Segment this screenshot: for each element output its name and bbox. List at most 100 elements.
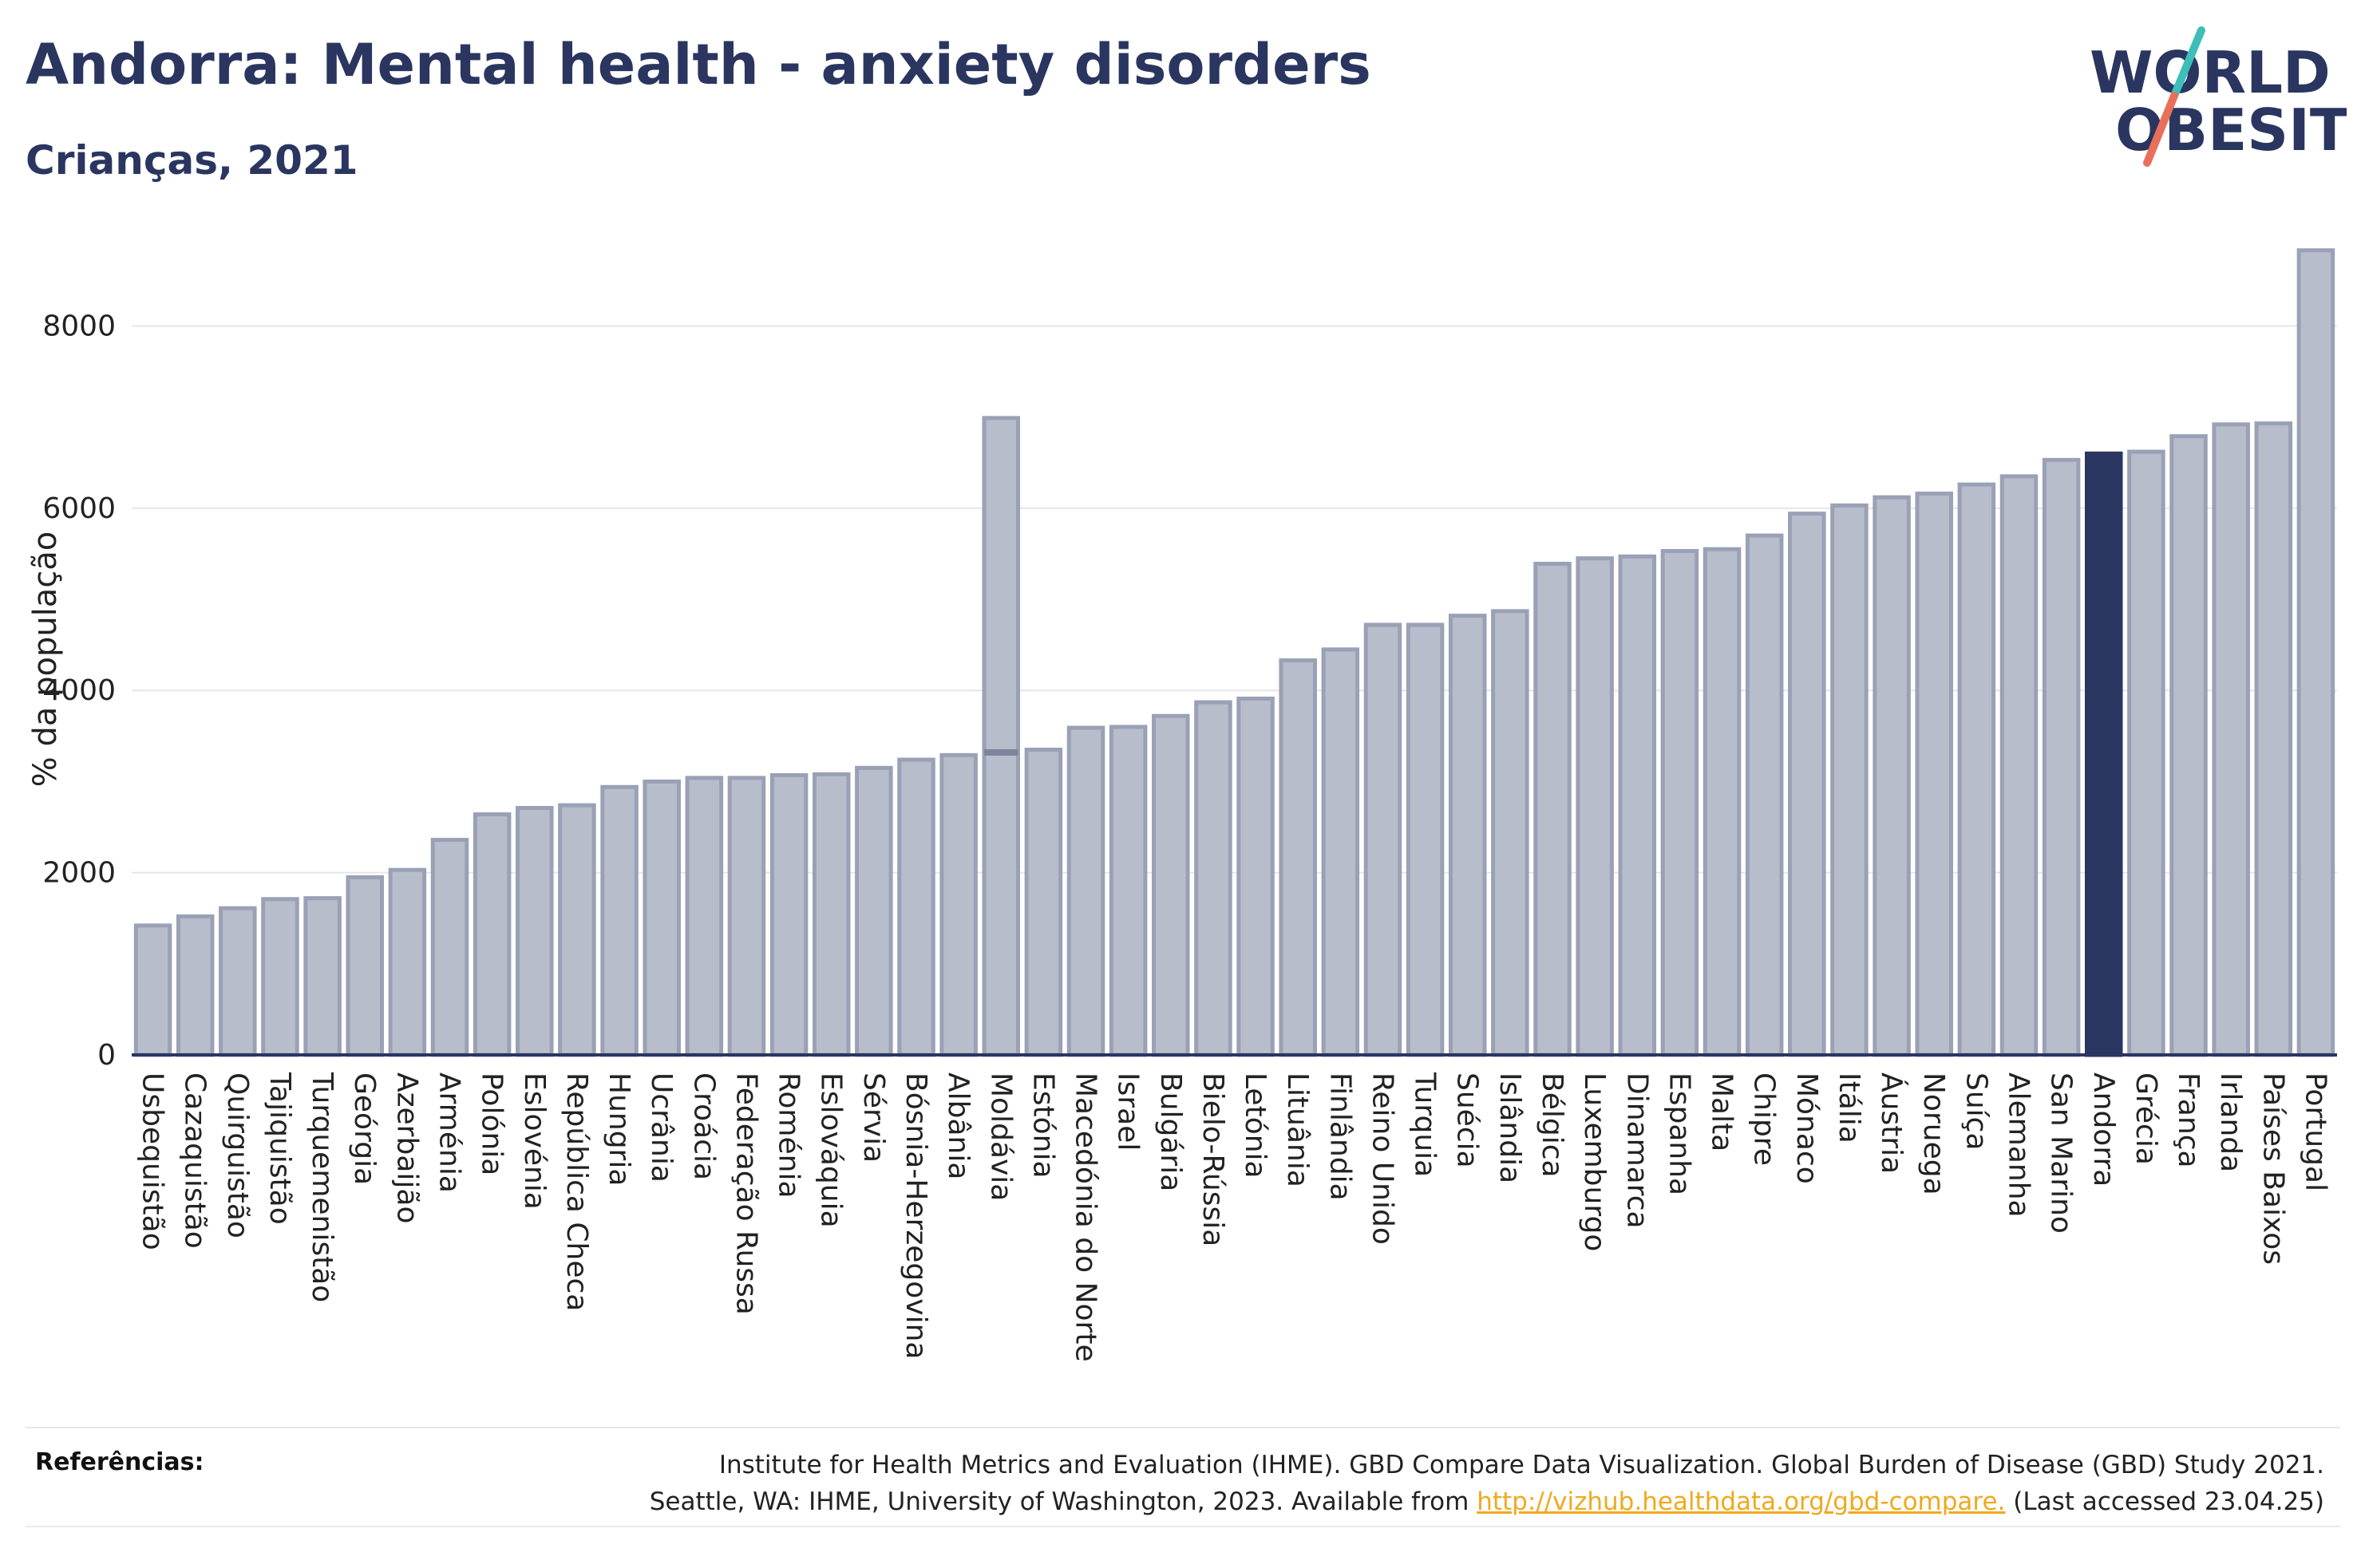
x-tick-label: Lituânia	[1281, 1072, 1314, 1187]
references-line1: Institute for Health Metrics and Evaluat…	[718, 1451, 2324, 1479]
x-tick-label: Luxemburgo	[1578, 1072, 1611, 1251]
logo-line1: WORLD	[2090, 39, 2331, 106]
bar	[1066, 725, 1105, 1057]
bar	[2169, 434, 2208, 1057]
y-tick-label: 6000	[42, 492, 116, 525]
bar	[516, 806, 554, 1057]
bar	[219, 906, 257, 1057]
x-tick-label: Itália	[1833, 1072, 1865, 1143]
bar	[1491, 609, 1529, 1057]
x-tick-label: Países Baixos	[2256, 1072, 2289, 1265]
x-tick-label: Croácia	[687, 1072, 720, 1180]
x-tick-label: Bulgária	[1154, 1072, 1187, 1191]
x-tick-label: Azerbaijão	[390, 1072, 423, 1223]
references-line2-prefix: Seattle, WA: IHME, University of Washing…	[649, 1487, 1469, 1516]
bar	[1873, 495, 1911, 1057]
references-link[interactable]: http://vizhub.healthdata.org/gbd-compare…	[1477, 1487, 2006, 1516]
x-tick-label: Finlândia	[1323, 1072, 1356, 1201]
x-tick-label: Federação Russa	[730, 1072, 762, 1315]
footer-divider-bottom	[26, 1526, 2340, 1527]
bar	[2085, 451, 2123, 1057]
x-tick-label: Dinamarca	[1620, 1072, 1653, 1229]
x-tick-label: Moldávia	[984, 1072, 1017, 1201]
x-tick-label: Macedónia do Norte	[1070, 1072, 1102, 1362]
bar	[1999, 474, 2039, 1057]
bar	[1194, 700, 1232, 1057]
bar	[600, 784, 639, 1057]
bar	[473, 812, 512, 1057]
references-label: Referências:	[35, 1448, 204, 1476]
references-line2-suffix: (Last accessed 23.04.25)	[2013, 1487, 2324, 1516]
x-tick-label: Turquemenistão	[306, 1072, 338, 1302]
x-tick-label: Espanha	[1663, 1072, 1695, 1195]
bar	[430, 838, 469, 1057]
x-tick-label: Suíça	[1960, 1072, 1992, 1151]
bar	[1236, 697, 1275, 1057]
bar	[2127, 449, 2165, 1057]
bar	[1576, 556, 1614, 1057]
y-tick-label: 4000	[42, 674, 116, 707]
x-tick-label: Andorra	[2087, 1072, 2120, 1187]
x-tick-label: Alemanha	[2002, 1072, 2035, 1218]
x-tick-label: Malta	[1706, 1072, 1738, 1151]
bar	[1915, 492, 1953, 1057]
bar	[812, 772, 851, 1057]
bar	[982, 416, 1021, 1057]
bar	[1533, 562, 1572, 1057]
x-tick-label: Usbequistão	[136, 1072, 169, 1250]
x-tick-label: Hungria	[603, 1072, 635, 1186]
bar	[303, 896, 342, 1057]
bar	[2212, 422, 2250, 1057]
x-tick-label: Quirguistão	[221, 1072, 254, 1238]
x-tick-label: Eslovénia	[518, 1072, 551, 1210]
bar	[769, 772, 809, 1057]
bar	[1109, 725, 1148, 1057]
bar	[897, 757, 935, 1057]
x-tick-label: Bósnia-Herzegovina	[900, 1072, 932, 1359]
x-tick-label: San Marino	[2045, 1072, 2078, 1234]
bar	[685, 776, 724, 1057]
x-tick-label: Bielo-Rússia	[1196, 1072, 1229, 1246]
bar	[1830, 503, 1869, 1057]
bar	[2042, 457, 2081, 1057]
bar	[1363, 622, 1402, 1057]
world-obesity-logo: WORLD OBESITY	[2090, 26, 2347, 167]
y-tick-label: 8000	[42, 310, 116, 342]
x-tick-label: Suécia	[1451, 1072, 1484, 1168]
y-axis-label: % da população	[27, 531, 64, 788]
x-tick-label: Reino Unido	[1366, 1072, 1398, 1245]
x-tick-label: França	[2172, 1072, 2205, 1168]
bar	[939, 752, 978, 1057]
x-tick-label: Portugal	[2299, 1072, 2331, 1191]
x-tick-label: Arménia	[433, 1072, 466, 1193]
bar	[1660, 549, 1699, 1057]
page-subtitle: Crianças, 2021	[26, 137, 358, 184]
bar	[1957, 482, 1996, 1057]
bar	[1024, 747, 1063, 1057]
x-tick-label: Roménia	[773, 1072, 805, 1199]
y-tick-label: 2000	[42, 857, 116, 890]
x-tick-label: Mónaco	[1790, 1072, 1823, 1184]
page-title: Andorra: Mental health - anxiety disorde…	[26, 32, 1371, 97]
x-tick-label: Letónia	[1239, 1072, 1271, 1179]
x-tick-label: Áustria	[1875, 1072, 1908, 1174]
bar	[1788, 511, 1826, 1057]
bar	[855, 765, 893, 1057]
x-tick-label: Tajiquistão	[263, 1072, 296, 1225]
x-tick-label: Irlanda	[2214, 1072, 2247, 1172]
bar	[1703, 547, 1742, 1057]
bar	[1279, 658, 1317, 1057]
bar	[1321, 647, 1360, 1057]
bar	[1618, 554, 1657, 1057]
bar	[1406, 622, 1445, 1057]
x-tick-label: Islândia	[1493, 1072, 1526, 1183]
x-tick-label: Bélgica	[1536, 1072, 1568, 1178]
x-tick-label: República Checa	[560, 1072, 593, 1311]
x-tick-label: Eslováquia	[815, 1072, 848, 1228]
x-tick-label: Albânia	[942, 1072, 975, 1179]
bar	[727, 776, 766, 1057]
references-line2: Seattle, WA: IHME, University of Washing…	[568, 1483, 2324, 1520]
x-tick-label: Turquia	[1409, 1072, 1442, 1177]
x-tick-label: Noruega	[1917, 1072, 1950, 1195]
